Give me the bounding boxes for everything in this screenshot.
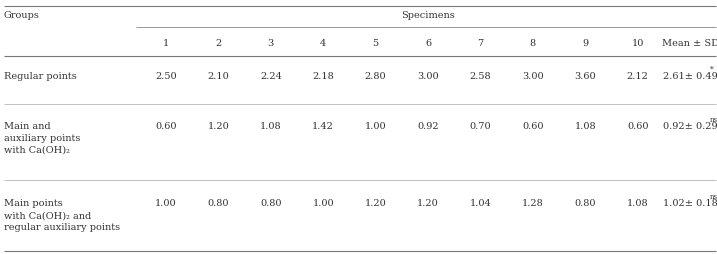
Text: 3.00: 3.00 [417,72,439,81]
Text: 1.08: 1.08 [627,199,648,208]
Text: Specimens: Specimens [402,11,455,20]
Text: 1.20: 1.20 [207,122,229,131]
Text: *: * [710,66,713,74]
Text: 1: 1 [163,39,169,48]
Text: 1.20: 1.20 [365,199,386,208]
Text: 1.08: 1.08 [260,122,282,131]
Text: 1.08: 1.08 [574,122,596,131]
Text: 1.20: 1.20 [417,199,439,208]
Text: 0.80: 0.80 [208,199,229,208]
Text: 0.92: 0.92 [417,122,439,131]
Text: 1.28: 1.28 [522,199,543,208]
Text: 2.61± 0.49: 2.61± 0.49 [663,72,717,81]
Text: 2.12: 2.12 [627,72,649,81]
Text: 8: 8 [530,39,536,48]
Text: 1.02± 0.18: 1.02± 0.18 [663,199,717,208]
Text: 0.60: 0.60 [156,122,177,131]
Text: 2.18: 2.18 [313,72,334,81]
Text: 9: 9 [582,39,589,48]
Text: 1.00: 1.00 [155,199,177,208]
Text: 5: 5 [373,39,379,48]
Text: 1.42: 1.42 [313,122,334,131]
Text: 2.80: 2.80 [365,72,386,81]
Text: 2.58: 2.58 [470,72,491,81]
Text: 3.00: 3.00 [522,72,543,81]
Text: 2: 2 [215,39,222,48]
Text: Main points
with Ca(OH)₂ and
regular auxiliary points: Main points with Ca(OH)₂ and regular aux… [4,199,120,232]
Text: 0.80: 0.80 [260,199,282,208]
Text: 0.92± 0.29: 0.92± 0.29 [663,122,717,131]
Text: Regular points: Regular points [4,72,76,81]
Text: ns: ns [710,116,717,123]
Text: 2.10: 2.10 [207,72,229,81]
Text: 6: 6 [425,39,431,48]
Text: ns: ns [710,193,717,201]
Text: 1.00: 1.00 [365,122,386,131]
Text: 10: 10 [632,39,644,48]
Text: 4: 4 [320,39,326,48]
Text: 1.04: 1.04 [470,199,491,208]
Text: 0.60: 0.60 [627,122,648,131]
Text: Groups: Groups [4,11,39,20]
Text: 3.60: 3.60 [574,72,596,81]
Text: 2.24: 2.24 [260,72,282,81]
Text: 0.80: 0.80 [574,199,596,208]
Text: 3: 3 [267,39,274,48]
Text: 1.00: 1.00 [313,199,334,208]
Text: Mean ± SD: Mean ± SD [662,39,717,48]
Text: Main and
auxiliary points
with Ca(OH)₂: Main and auxiliary points with Ca(OH)₂ [4,122,80,154]
Text: 0.70: 0.70 [470,122,491,131]
Text: 0.60: 0.60 [522,122,543,131]
Text: 7: 7 [478,39,483,48]
Text: 2.50: 2.50 [155,72,177,81]
